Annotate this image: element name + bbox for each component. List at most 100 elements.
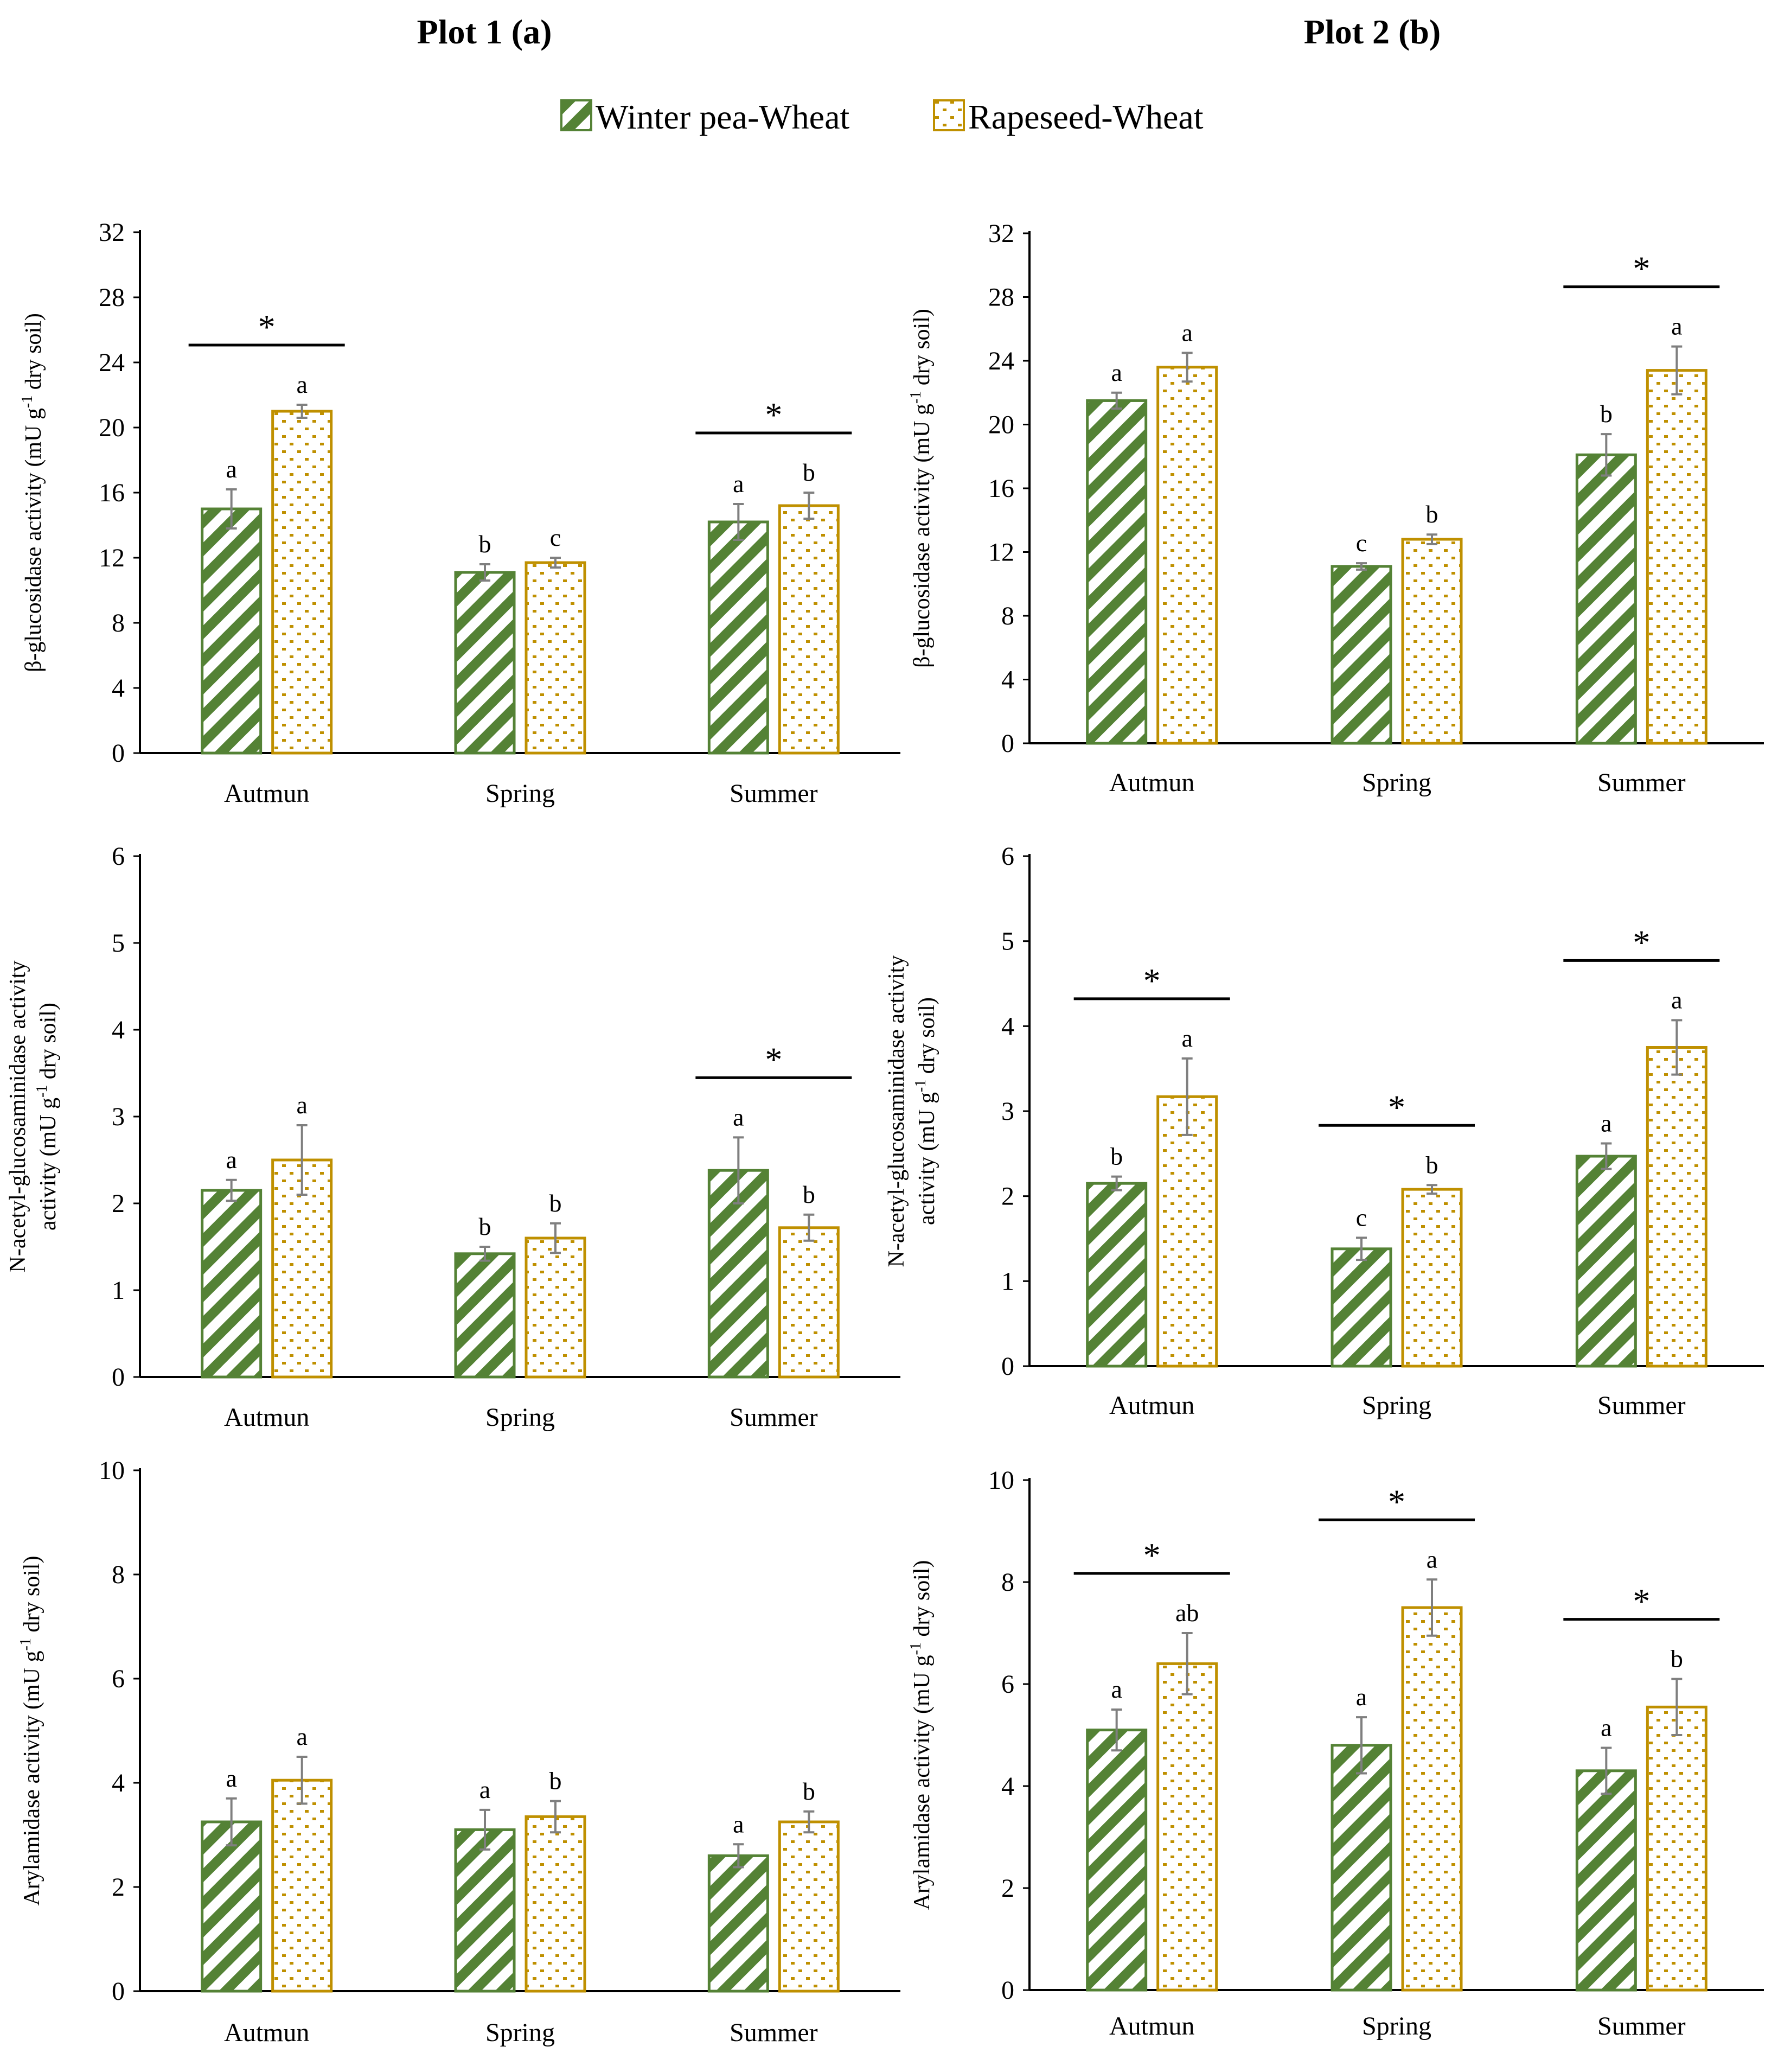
- group-letter: b: [803, 1777, 815, 1805]
- error-bar: [226, 1178, 237, 1202]
- y-tick-label: 2: [112, 1873, 125, 1902]
- group-letter: c: [1356, 529, 1367, 557]
- group-letter: a: [1356, 1683, 1367, 1711]
- error-bar: [1601, 1746, 1612, 1795]
- y-tick-label: 0: [1001, 1976, 1014, 2005]
- y-tick-label: 6: [1001, 1670, 1014, 1699]
- group-letter: b: [479, 530, 491, 558]
- group-letter: a: [1601, 1714, 1611, 1742]
- error-bar: [803, 1810, 815, 1834]
- error-bar: [733, 1843, 744, 1869]
- y-tick-label: 10: [99, 1456, 125, 1485]
- x-category-label: Summer: [1597, 1391, 1686, 1420]
- y-tick-label: 0: [1001, 1352, 1014, 1381]
- y-tick-label: 1: [1001, 1267, 1014, 1296]
- error-bar: [296, 1756, 308, 1805]
- y-tick-label: 4: [112, 674, 125, 703]
- y-tick-label: 8: [1001, 1568, 1014, 1597]
- y-tick-label: 28: [988, 283, 1014, 312]
- y-tick-label: 0: [112, 1363, 125, 1392]
- x-category-label: Autmun: [1109, 1391, 1194, 1420]
- bar-rapeseed: [1646, 369, 1707, 745]
- group-letter: a: [226, 1764, 236, 1792]
- group-letter: a: [1111, 1675, 1122, 1703]
- error-bar: [479, 1808, 490, 1851]
- legend-swatch-winter-pea: [560, 99, 592, 131]
- y-tick-label: 28: [99, 283, 125, 312]
- y-tick-label: 2: [112, 1189, 125, 1218]
- y-tick-label: 4: [1001, 1012, 1014, 1041]
- significance-star: *: [1388, 1482, 1405, 1521]
- error-bar: [550, 1800, 561, 1834]
- y-tick-label: 4: [1001, 1772, 1014, 1801]
- error-bar: [1181, 1057, 1193, 1136]
- y-tick-label: 8: [1001, 602, 1014, 630]
- error-bar: [803, 492, 815, 520]
- x-category-label: Spring: [1362, 1391, 1431, 1420]
- bar-winter-pea: [1086, 399, 1148, 745]
- error-bar: [1111, 1175, 1122, 1191]
- y-tick-label: 32: [988, 219, 1014, 248]
- group-letter: a: [479, 1776, 490, 1803]
- y-axis-label: Arylamidase activity (mU g-1 dry soil): [17, 1555, 44, 1905]
- bar-winter-pea: [1331, 565, 1392, 745]
- group-letter: c: [550, 524, 561, 551]
- significance-star: *: [1633, 250, 1650, 288]
- bar-winter-pea: [707, 1854, 769, 1993]
- y-axis-label: β-glucosidase activity (mU g-1 dry soil): [19, 313, 46, 672]
- bar-rapeseed: [778, 1820, 840, 1993]
- error-bar: [296, 1124, 308, 1196]
- y-axis-label: N-acetyl-glucosaminidase activity activit…: [5, 961, 61, 1273]
- significance-star: *: [1143, 961, 1161, 1000]
- chart-panel-1: 0 4 8 12 16 20 24 28 32 β-glucosidase activity (m…: [19, 218, 900, 808]
- y-tick-label: 0: [1001, 729, 1014, 758]
- significance-star: *: [1633, 923, 1650, 961]
- y-tick-label: 32: [99, 218, 125, 247]
- y-tick-label: 4: [112, 1016, 125, 1044]
- error-bar: [550, 557, 561, 569]
- group-letter: b: [803, 458, 815, 486]
- error-bar: [226, 488, 237, 530]
- significance-star: *: [1143, 1536, 1161, 1574]
- error-bar: [1181, 1632, 1193, 1695]
- y-tick-label: 12: [99, 544, 125, 572]
- bar-winter-pea: [454, 1828, 516, 1993]
- group-letter: a: [733, 1103, 744, 1131]
- error-bar: [1671, 345, 1683, 396]
- y-tick-label: 8: [112, 609, 125, 637]
- bar-rapeseed: [778, 1226, 840, 1379]
- x-category-label: Spring: [485, 2018, 555, 2047]
- group-letter: a: [296, 1723, 307, 1750]
- bar-rapeseed: [1156, 1662, 1218, 1992]
- col-title-plot2: Plot 2 (b): [1304, 12, 1441, 51]
- x-category-label: Summer: [730, 779, 818, 808]
- error-bar: [803, 1213, 815, 1242]
- x-category-label: Summer: [730, 2018, 818, 2047]
- significance-star: *: [1388, 1088, 1405, 1126]
- group-letter: a: [296, 1091, 307, 1119]
- bar-rapeseed: [271, 1778, 333, 1993]
- significance-star: *: [1633, 1582, 1650, 1621]
- significance-star: *: [765, 1040, 782, 1079]
- y-tick-label: 5: [112, 929, 125, 958]
- bar-winter-pea: [1086, 1729, 1148, 1992]
- error-bar: [1181, 352, 1193, 383]
- legend-swatch-rapeseed: [933, 99, 965, 131]
- group-letter: a: [1181, 318, 1192, 346]
- bar-winter-pea: [454, 571, 516, 755]
- group-letter: b: [1671, 1645, 1683, 1673]
- y-tick-label: 6: [1001, 842, 1014, 871]
- bar-rapeseed: [1646, 1705, 1707, 1992]
- y-tick-label: 20: [988, 411, 1014, 439]
- y-tick-label: 0: [112, 739, 125, 768]
- y-tick-label: 4: [1001, 666, 1014, 694]
- y-tick-label: 2: [1001, 1182, 1014, 1211]
- y-axis-label: β-glucosidase activity (mU g-1 dry soil): [907, 309, 935, 668]
- error-bar: [1671, 1019, 1683, 1076]
- bar-winter-pea: [201, 507, 263, 755]
- y-tick-label: 2: [1001, 1874, 1014, 1903]
- group-letter: b: [549, 1189, 562, 1217]
- x-category-label: Spring: [485, 779, 555, 808]
- significance-star: *: [258, 308, 276, 346]
- bar-winter-pea: [201, 1189, 263, 1379]
